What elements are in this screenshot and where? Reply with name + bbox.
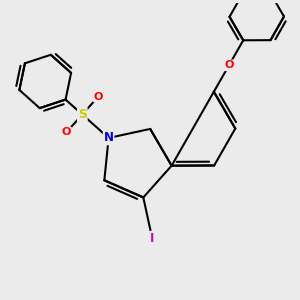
Text: O: O xyxy=(224,60,234,70)
Text: S: S xyxy=(78,108,87,121)
Text: O: O xyxy=(61,128,71,137)
Text: N: N xyxy=(103,131,114,145)
Text: I: I xyxy=(150,232,154,244)
Text: O: O xyxy=(94,92,103,102)
